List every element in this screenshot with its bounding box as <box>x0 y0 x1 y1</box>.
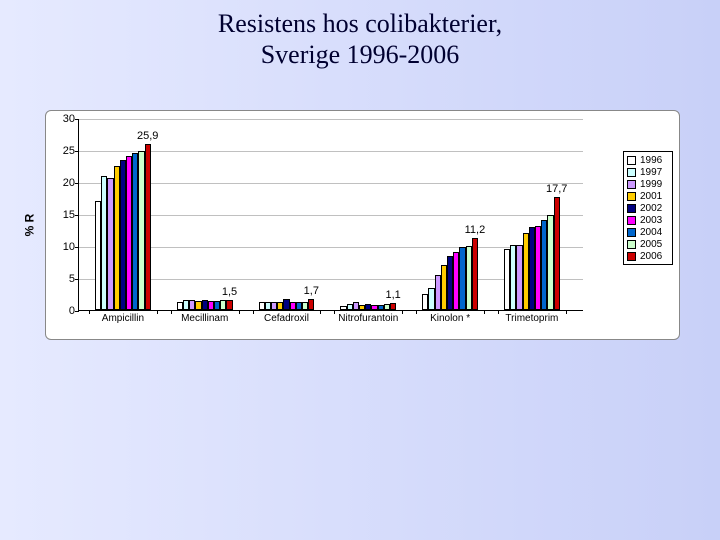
legend: 199619971999200120022003200420052006 <box>623 151 673 265</box>
legend-item: 2006 <box>627 250 669 262</box>
category-label: Mecillinam <box>166 310 244 324</box>
slide-title: Resistens hos colibakterier, Sverige 199… <box>0 0 720 70</box>
legend-label: 1999 <box>640 179 662 190</box>
value-label: 1,7 <box>304 285 319 297</box>
legend-label: 2003 <box>640 215 662 226</box>
bar-group: Mecillinam <box>177 300 233 310</box>
category-label: Kinolon * <box>411 310 489 324</box>
title-line-2: Sverige 1996-2006 <box>0 39 720 70</box>
legend-label: 2002 <box>640 203 662 214</box>
chart-container: % R 051015202530Ampicillin25,9Mecillinam… <box>45 110 680 340</box>
slide: Resistens hos colibakterier, Sverige 199… <box>0 0 720 540</box>
xtick-mark <box>416 310 417 314</box>
legend-item: 1996 <box>627 154 669 166</box>
legend-item: 2005 <box>627 238 669 250</box>
bar-group: Trimetoprim <box>504 197 560 310</box>
legend-swatch <box>627 168 636 177</box>
value-label: 25,9 <box>137 130 158 142</box>
bar-group: Kinolon * <box>422 238 478 310</box>
plot-area: 051015202530Ampicillin25,9Mecillinam1,5C… <box>78 119 583 311</box>
title-line-1: Resistens hos colibakterier, <box>0 8 720 39</box>
grid-line <box>79 119 583 120</box>
legend-item: 2001 <box>627 190 669 202</box>
xtick-mark <box>239 310 240 314</box>
bar <box>145 144 151 310</box>
category-label: Ampicillin <box>84 310 162 324</box>
grid-line <box>79 151 583 152</box>
ytick-label: 0 <box>69 305 79 317</box>
value-label: 1,1 <box>385 289 400 301</box>
xtick-mark <box>89 310 90 314</box>
bar-group: Cefadroxil <box>259 299 315 310</box>
ytick-label: 25 <box>63 145 79 157</box>
category-label: Trimetoprim <box>493 310 571 324</box>
xtick-mark <box>498 310 499 314</box>
value-label: 11,2 <box>465 224 486 236</box>
bar-group: Nitrofurantoin <box>340 302 396 310</box>
bar <box>226 300 232 310</box>
legend-swatch <box>627 192 636 201</box>
legend-swatch <box>627 252 636 261</box>
legend-swatch <box>627 204 636 213</box>
ytick-label: 10 <box>63 241 79 253</box>
xtick-mark <box>402 310 403 314</box>
ytick-label: 15 <box>63 209 79 221</box>
bar-group: Ampicillin <box>95 144 151 310</box>
xtick-mark <box>566 310 567 314</box>
legend-label: 1997 <box>640 167 662 178</box>
xtick-mark <box>320 310 321 314</box>
y-axis-label: % R <box>22 214 36 237</box>
value-label: 17,7 <box>546 183 567 195</box>
legend-label: 2001 <box>640 191 662 202</box>
ytick-label: 30 <box>63 113 79 125</box>
grid-line <box>79 183 583 184</box>
value-label: 1,5 <box>222 286 237 298</box>
legend-swatch <box>627 228 636 237</box>
legend-item: 1999 <box>627 178 669 190</box>
bar <box>472 238 478 310</box>
xtick-mark <box>484 310 485 314</box>
ytick-label: 5 <box>69 273 79 285</box>
legend-swatch <box>627 180 636 189</box>
legend-label: 2004 <box>640 227 662 238</box>
bar <box>308 299 314 310</box>
legend-swatch <box>627 240 636 249</box>
xtick-mark <box>157 310 158 314</box>
legend-label: 1996 <box>640 155 662 166</box>
xtick-mark <box>253 310 254 314</box>
ytick-label: 20 <box>63 177 79 189</box>
legend-label: 2006 <box>640 251 662 262</box>
category-label: Nitrofurantoin <box>329 310 407 324</box>
xtick-mark <box>171 310 172 314</box>
bar <box>390 303 396 310</box>
category-label: Cefadroxil <box>247 310 325 324</box>
xtick-mark <box>334 310 335 314</box>
legend-item: 2003 <box>627 214 669 226</box>
legend-item: 2002 <box>627 202 669 214</box>
bar <box>554 197 560 310</box>
legend-item: 2004 <box>627 226 669 238</box>
legend-swatch <box>627 216 636 225</box>
legend-swatch <box>627 156 636 165</box>
legend-item: 1997 <box>627 166 669 178</box>
legend-label: 2005 <box>640 239 662 250</box>
